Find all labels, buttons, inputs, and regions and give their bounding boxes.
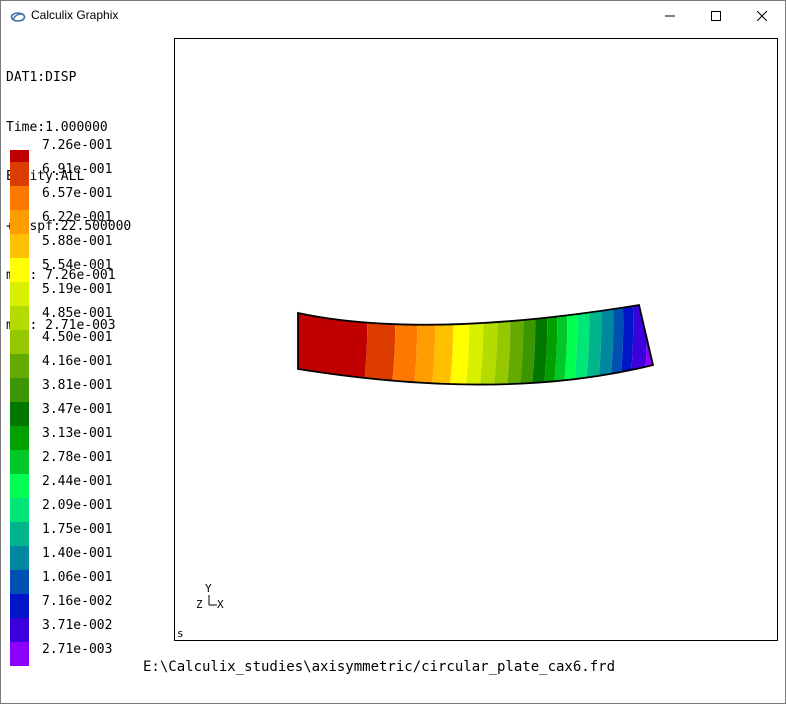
axis-triad bbox=[208, 595, 217, 606]
legend-swatch bbox=[10, 570, 29, 594]
legend-label: 2.09e-001 bbox=[42, 498, 113, 513]
legend-label: 6.57e-001 bbox=[42, 186, 113, 201]
legend-row: 3.81e-001 bbox=[1, 378, 171, 402]
legend-row: 3.71e-002 bbox=[1, 618, 171, 642]
minimize-button[interactable] bbox=[647, 1, 693, 31]
minimize-icon bbox=[665, 15, 675, 17]
legend-swatch bbox=[10, 186, 29, 210]
legend-row: 4.16e-001 bbox=[1, 354, 171, 378]
legend-row: 2.78e-001 bbox=[1, 450, 171, 474]
legend-row: 6.57e-001 bbox=[1, 186, 171, 210]
legend-row: 5.54e-001 bbox=[1, 258, 171, 282]
legend-swatch bbox=[10, 450, 29, 474]
viewport-corner-label: s bbox=[177, 627, 184, 640]
legend-label: 2.44e-001 bbox=[42, 474, 113, 489]
contour-band bbox=[298, 305, 368, 385]
legend-label: 1.40e-001 bbox=[42, 546, 113, 561]
legend-swatch bbox=[10, 618, 29, 642]
legend-swatch bbox=[10, 402, 29, 426]
legend-label: 3.13e-001 bbox=[42, 426, 113, 441]
legend-swatch bbox=[10, 522, 29, 546]
legend-row: 2.71e-003 bbox=[1, 642, 171, 666]
legend-label: 6.91e-001 bbox=[42, 162, 113, 177]
legend-swatch bbox=[10, 594, 29, 618]
legend-row: 4.50e-001 bbox=[1, 330, 171, 354]
legend-swatch bbox=[10, 258, 29, 282]
legend-row: 1.75e-001 bbox=[1, 522, 171, 546]
legend-row: 6.22e-001 bbox=[1, 210, 171, 234]
legend-label: 1.06e-001 bbox=[42, 570, 113, 585]
axis-z-label: Z bbox=[196, 598, 203, 611]
legend-label: 4.85e-001 bbox=[42, 306, 113, 321]
legend-label: 4.50e-001 bbox=[42, 330, 113, 345]
legend-label: 3.47e-001 bbox=[42, 402, 113, 417]
maximize-button[interactable] bbox=[693, 1, 739, 31]
legend-label: 2.71e-003 bbox=[42, 642, 113, 657]
title-bar[interactable]: Calculix Graphix bbox=[1, 1, 785, 31]
legend-row: 1.06e-001 bbox=[1, 570, 171, 594]
axis-x-label: X bbox=[217, 598, 224, 611]
legend-swatch bbox=[10, 426, 29, 450]
legend-swatch bbox=[10, 498, 29, 522]
legend-swatch bbox=[10, 330, 29, 354]
legend-swatch bbox=[10, 306, 29, 330]
legend-row: 3.47e-001 bbox=[1, 402, 171, 426]
model-canvas bbox=[208, 303, 655, 606]
legend-row: 4.85e-001 bbox=[1, 306, 171, 330]
legend-row: 1.40e-001 bbox=[1, 546, 171, 570]
axis-y-label: Y bbox=[205, 582, 212, 595]
legend-row: 2.09e-001 bbox=[1, 498, 171, 522]
legend-label: 3.71e-002 bbox=[42, 618, 113, 633]
plate-outline bbox=[297, 303, 655, 386]
legend-swatch bbox=[10, 474, 29, 498]
legend-row: 2.44e-001 bbox=[1, 474, 171, 498]
dataset-label: DAT1:DISP bbox=[6, 70, 77, 85]
legend-swatch bbox=[10, 546, 29, 570]
legend-label: 5.88e-001 bbox=[42, 234, 113, 249]
legend-swatch bbox=[10, 642, 29, 666]
legend-swatch bbox=[10, 282, 29, 306]
legend-label: 5.19e-001 bbox=[42, 282, 113, 297]
displacement-contour bbox=[298, 305, 653, 385]
window-title: Calculix Graphix bbox=[31, 8, 119, 22]
legend-label: 1.75e-001 bbox=[42, 522, 113, 537]
legend-swatch bbox=[10, 210, 29, 234]
legend-label: 4.16e-001 bbox=[42, 354, 113, 369]
legend-row: 5.19e-001 bbox=[1, 282, 171, 306]
graphics-viewport[interactable]: Y Z X s bbox=[174, 38, 778, 641]
legend-swatch bbox=[10, 234, 29, 258]
calculix-logo-icon bbox=[10, 9, 26, 23]
legend-label: 6.22e-001 bbox=[42, 210, 113, 225]
legend-swatch bbox=[10, 378, 29, 402]
file-path: E:\Calculix_studies\axisymmetric/circula… bbox=[143, 659, 616, 675]
legend-swatch bbox=[10, 162, 29, 186]
maximize-icon bbox=[711, 11, 721, 21]
legend-row: 7.16e-002 bbox=[1, 594, 171, 618]
legend-row: 7.26e-001 bbox=[1, 138, 171, 174]
close-icon bbox=[757, 11, 767, 21]
close-button[interactable] bbox=[739, 1, 785, 31]
legend-label: 3.81e-001 bbox=[42, 378, 113, 393]
legend-swatch bbox=[10, 354, 29, 378]
legend-label: 7.26e-001 bbox=[42, 138, 113, 153]
legend-row: 6.91e-001 bbox=[1, 162, 171, 186]
dispf-label: +Dispf:22.500000 bbox=[6, 218, 132, 234]
legend-label: 2.78e-001 bbox=[42, 450, 113, 465]
legend-label: 7.16e-002 bbox=[42, 594, 113, 609]
legend-label: 5.54e-001 bbox=[42, 258, 113, 273]
legend-row: 3.13e-001 bbox=[1, 426, 171, 450]
legend-row: 5.88e-001 bbox=[1, 234, 171, 258]
time-label: Time:1.000000 bbox=[6, 119, 108, 135]
